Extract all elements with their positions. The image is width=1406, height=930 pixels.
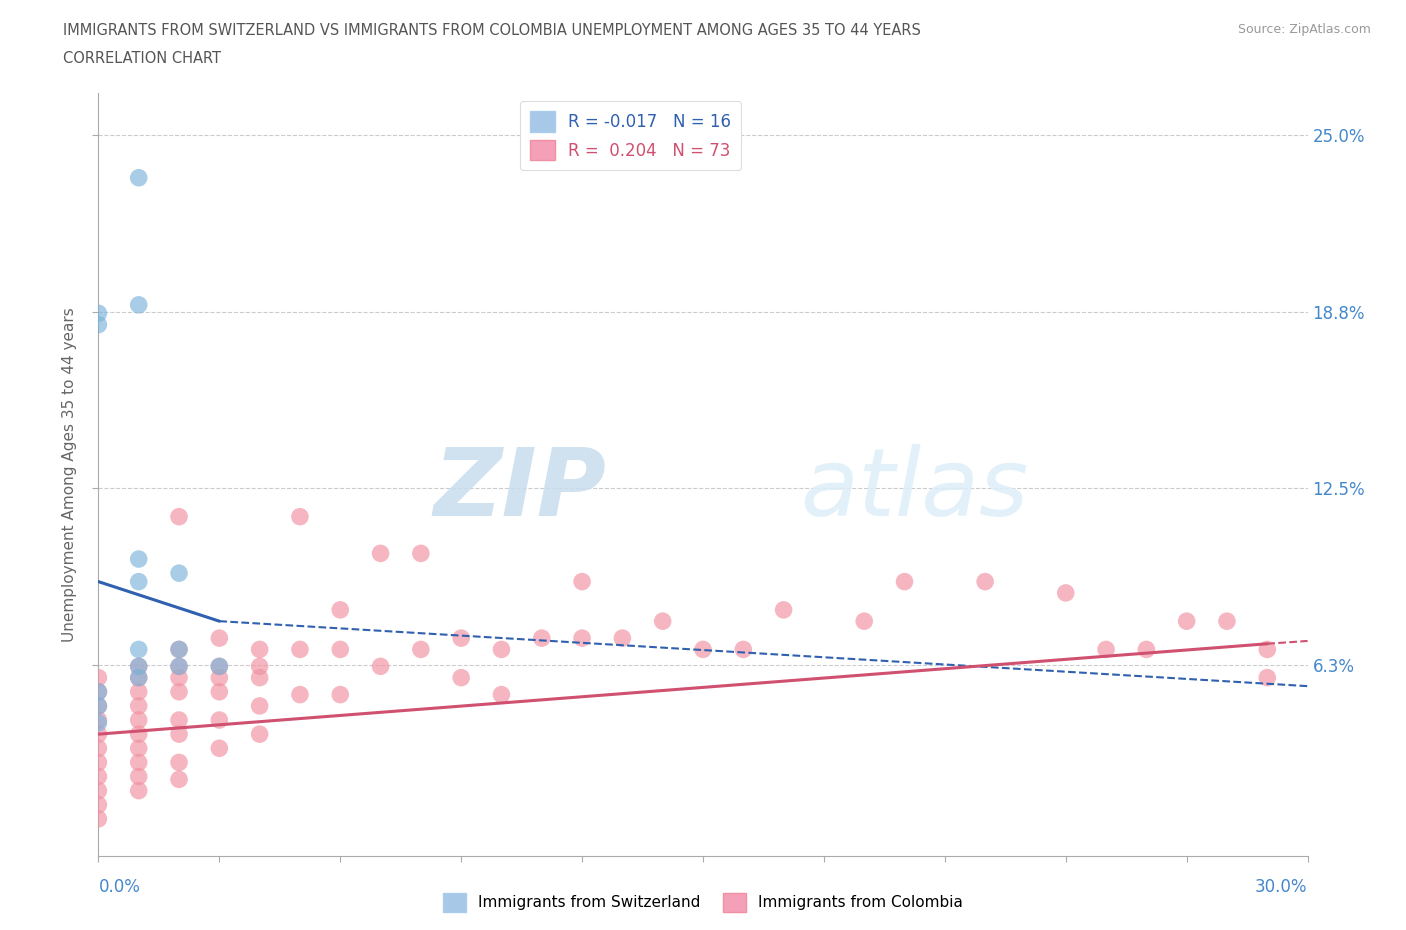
Point — [128, 712, 150, 727]
Point — [208, 671, 231, 685]
Point — [128, 659, 150, 674]
Point — [208, 631, 231, 645]
Point — [571, 631, 593, 645]
Point — [87, 741, 110, 756]
Point — [167, 642, 190, 657]
Point — [571, 574, 593, 589]
Point — [692, 642, 714, 657]
Point — [208, 659, 231, 674]
Point — [87, 684, 110, 699]
Legend: Immigrants from Switzerland, Immigrants from Colombia: Immigrants from Switzerland, Immigrants … — [437, 887, 969, 918]
Point — [167, 659, 190, 674]
Point — [128, 783, 150, 798]
Text: CORRELATION CHART: CORRELATION CHART — [63, 51, 221, 66]
Point — [167, 642, 190, 657]
Point — [87, 715, 110, 730]
Point — [87, 306, 110, 321]
Point — [128, 741, 150, 756]
Point — [288, 510, 311, 525]
Text: 30.0%: 30.0% — [1256, 878, 1308, 897]
Point — [167, 684, 190, 699]
Point — [87, 812, 110, 827]
Point — [409, 642, 432, 657]
Point — [87, 755, 110, 770]
Point — [249, 642, 271, 657]
Text: ZIP: ZIP — [433, 444, 606, 536]
Point — [288, 687, 311, 702]
Point — [87, 769, 110, 784]
Point — [491, 687, 513, 702]
Point — [167, 712, 190, 727]
Point — [208, 741, 231, 756]
Point — [128, 671, 150, 685]
Point — [87, 317, 110, 332]
Point — [370, 659, 392, 674]
Point — [249, 659, 271, 674]
Point — [167, 565, 190, 580]
Point — [893, 574, 915, 589]
Y-axis label: Unemployment Among Ages 35 to 44 years: Unemployment Among Ages 35 to 44 years — [62, 307, 77, 642]
Point — [128, 659, 150, 674]
Point — [128, 642, 150, 657]
Point — [329, 687, 352, 702]
Point — [87, 684, 110, 699]
Point — [772, 603, 794, 618]
Point — [1054, 586, 1077, 601]
Point — [1256, 642, 1278, 657]
Point — [1095, 642, 1118, 657]
Point — [288, 642, 311, 657]
Point — [249, 671, 271, 685]
Point — [370, 546, 392, 561]
Point — [249, 726, 271, 741]
Point — [329, 603, 352, 618]
Point — [1135, 642, 1157, 657]
Point — [128, 755, 150, 770]
Point — [128, 671, 150, 685]
Point — [651, 614, 673, 629]
Point — [329, 642, 352, 657]
Text: atlas: atlas — [800, 444, 1028, 535]
Point — [87, 698, 110, 713]
Point — [612, 631, 634, 645]
Point — [1216, 614, 1239, 629]
Point — [128, 769, 150, 784]
Point — [491, 642, 513, 657]
Point — [974, 574, 997, 589]
Point — [87, 712, 110, 727]
Point — [208, 712, 231, 727]
Point — [128, 298, 150, 312]
Point — [1256, 671, 1278, 685]
Text: 0.0%: 0.0% — [98, 878, 141, 897]
Point — [87, 671, 110, 685]
Point — [450, 671, 472, 685]
Legend: R = -0.017   N = 16, R =  0.204   N = 73: R = -0.017 N = 16, R = 0.204 N = 73 — [520, 101, 741, 170]
Point — [128, 684, 150, 699]
Point — [87, 783, 110, 798]
Point — [167, 755, 190, 770]
Point — [167, 671, 190, 685]
Point — [167, 772, 190, 787]
Point — [167, 510, 190, 525]
Point — [208, 659, 231, 674]
Point — [450, 631, 472, 645]
Point — [733, 642, 755, 657]
Point — [87, 698, 110, 713]
Point — [530, 631, 553, 645]
Point — [128, 170, 150, 185]
Point — [128, 574, 150, 589]
Point — [167, 726, 190, 741]
Point — [128, 726, 150, 741]
Point — [167, 659, 190, 674]
Point — [87, 797, 110, 812]
Point — [87, 726, 110, 741]
Point — [409, 546, 432, 561]
Point — [853, 614, 876, 629]
Point — [208, 684, 231, 699]
Point — [128, 551, 150, 566]
Point — [1175, 614, 1198, 629]
Point — [249, 698, 271, 713]
Text: Source: ZipAtlas.com: Source: ZipAtlas.com — [1237, 23, 1371, 36]
Point — [128, 698, 150, 713]
Text: IMMIGRANTS FROM SWITZERLAND VS IMMIGRANTS FROM COLOMBIA UNEMPLOYMENT AMONG AGES : IMMIGRANTS FROM SWITZERLAND VS IMMIGRANT… — [63, 23, 921, 38]
